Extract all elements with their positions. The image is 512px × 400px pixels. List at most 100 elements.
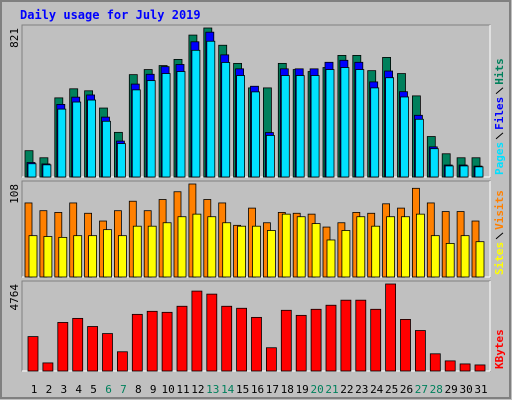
bar <box>280 309 292 372</box>
x-tick-label: 13 <box>206 383 219 396</box>
bar <box>445 243 455 278</box>
bar <box>475 241 485 278</box>
bar <box>340 299 352 372</box>
bar <box>147 225 157 278</box>
x-tick-label: 28 <box>430 383 443 396</box>
legend-label: Files <box>493 97 506 130</box>
bar <box>430 235 440 278</box>
bar <box>72 101 82 178</box>
x-tick-label: 30 <box>459 383 472 396</box>
bar <box>87 326 98 372</box>
x-tick-label: 18 <box>281 383 294 396</box>
bar <box>252 225 261 278</box>
x-tick-label: 27 <box>415 383 428 396</box>
bar <box>310 75 320 178</box>
bar <box>386 216 396 278</box>
bar <box>355 69 365 178</box>
bar <box>400 96 409 178</box>
bar <box>340 67 350 178</box>
x-tick-label: 29 <box>445 383 458 396</box>
bar <box>356 216 366 278</box>
bar <box>414 118 424 178</box>
legend: Sites Visits <box>493 190 506 275</box>
bar <box>325 304 337 372</box>
bar <box>295 314 307 372</box>
bar <box>222 222 232 278</box>
bar <box>206 40 216 178</box>
bar <box>27 163 37 178</box>
bar <box>385 283 397 372</box>
bar <box>459 165 469 178</box>
x-tick-label: 6 <box>105 383 112 396</box>
bar <box>474 166 484 178</box>
x-tick-label: 31 <box>474 383 487 396</box>
bar <box>310 308 322 372</box>
x-tick-label: 23 <box>355 383 368 396</box>
bar <box>444 360 456 372</box>
bar <box>72 317 84 372</box>
bar <box>57 108 67 178</box>
x-tick-label: 21 <box>325 383 338 396</box>
bar <box>326 239 336 278</box>
bar <box>371 225 381 278</box>
y-tick-label: 821 <box>8 28 21 48</box>
bar <box>102 333 113 372</box>
bar <box>42 362 54 372</box>
bar <box>266 230 276 278</box>
x-tick-label: 3 <box>60 383 67 396</box>
x-tick-label: 10 <box>161 383 174 396</box>
x-tick-label: 16 <box>251 383 264 396</box>
bar <box>474 364 486 372</box>
bar <box>58 236 68 278</box>
legend-label: Sites <box>493 242 506 275</box>
bar <box>429 353 441 372</box>
bar <box>281 213 291 278</box>
x-tick-label: 22 <box>340 383 353 396</box>
bar <box>251 316 262 372</box>
bar <box>459 363 471 372</box>
bar <box>131 313 143 372</box>
bar <box>460 235 470 278</box>
bar <box>251 91 260 178</box>
bar <box>191 290 203 372</box>
x-tick-label: 24 <box>370 383 384 396</box>
legend-label: KBytes <box>493 329 506 369</box>
x-tick-label: 14 <box>221 383 235 396</box>
bar <box>162 222 172 278</box>
bar <box>221 305 233 372</box>
bar <box>370 308 382 372</box>
bar <box>400 319 411 372</box>
bar <box>429 148 439 178</box>
bar <box>370 87 380 178</box>
bar <box>192 213 202 278</box>
bar <box>118 235 127 278</box>
bar <box>444 165 454 178</box>
bar <box>117 143 126 178</box>
legend-separator <box>495 232 504 240</box>
bar <box>161 311 173 372</box>
bar <box>176 305 188 372</box>
bar <box>102 120 111 178</box>
bar <box>221 62 231 178</box>
bar <box>57 322 69 372</box>
legend-label: Hits <box>493 58 506 85</box>
bar <box>401 216 410 278</box>
bar <box>265 135 275 178</box>
bar <box>295 75 305 178</box>
bar <box>206 293 218 372</box>
bar <box>103 229 112 278</box>
bar <box>341 230 351 278</box>
bar <box>385 77 395 178</box>
bar <box>176 71 186 178</box>
legend: KBytes <box>493 329 506 369</box>
bar <box>355 299 367 372</box>
legend-label: Pages <box>493 142 506 175</box>
x-tick-label: 15 <box>236 383 249 396</box>
y-tick-label: 4764 <box>8 284 21 311</box>
bar <box>27 336 39 372</box>
bar <box>236 75 246 178</box>
legend-label: Visits <box>493 190 506 230</box>
x-tick-label: 5 <box>90 383 97 396</box>
x-tick-label: 8 <box>135 383 142 396</box>
